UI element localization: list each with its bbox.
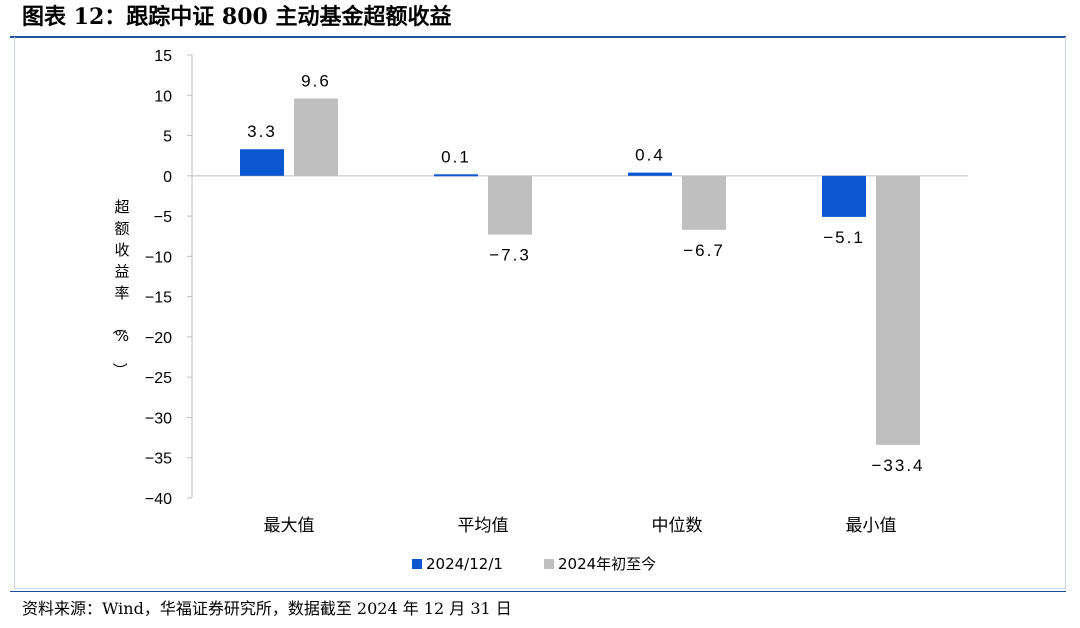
bar [488,175,532,235]
bar [294,98,338,176]
data-label: 0.1 [441,147,471,166]
bar [876,175,920,445]
data-label: −7.3 [489,246,531,265]
y-tick-label: 10 [154,88,172,105]
bar [434,174,478,177]
y-tick-label: 5 [163,129,172,146]
x-tick-label: 平均值 [458,516,509,536]
y-tick-label: 0 [163,169,172,186]
legend-swatch [412,559,422,569]
x-tick-label: 最大值 [264,516,315,536]
data-label: −33.4 [871,456,924,475]
source-rule [10,591,1066,592]
data-label: 0.4 [635,146,665,165]
title-rule [10,36,1066,38]
legend-label: 2024年初至今 [558,555,656,573]
data-label: 3.3 [247,122,277,141]
legend-swatch [544,559,554,569]
y-tick-label: −10 [145,249,172,266]
source-note: 资料来源：Wind，华福证券研究所，数据截至 2024 年 12 月 31 日 [22,599,512,618]
axes-layer: 15 10 5 0 −5 −10 −15 −20 −25 −30 −35 −40 [145,48,968,508]
data-label: −6.7 [683,241,725,260]
y-tick-label: −25 [145,370,172,387]
figure-title: 图表 12：跟踪中证 800 主动基金超额收益 [22,4,452,30]
bars-layer [240,98,920,445]
bar [822,175,866,217]
data-label: 9.6 [301,71,331,90]
y-tick-label: 15 [154,48,172,65]
y-tick-label: −20 [145,330,172,347]
legend-label: 2024/12/1 [426,555,503,573]
y-tick-label: −30 [145,410,172,427]
x-tick-label: 中位数 [652,516,703,536]
y-tick-label: −5 [154,209,172,226]
data-label: −5.1 [823,228,865,247]
y-tick-label: −35 [145,451,172,468]
bar [682,175,726,230]
y-tick-label: −15 [145,290,172,307]
x-tick-label: 最小值 [846,516,897,536]
labels-layer: 最大值 3.3 9.6 平均值 0.1 −7.3 中位数 0.4 −6.7 最小值 −5.1 −33.… [247,71,924,536]
y-tick-label: −40 [145,491,172,508]
y-axis-title: 超额收益率（%） [110,198,129,378]
bar [628,172,672,176]
legend: 2024/12/1 2024年初至今 [412,555,656,573]
bar [240,149,284,176]
chart-frame [14,37,1066,589]
